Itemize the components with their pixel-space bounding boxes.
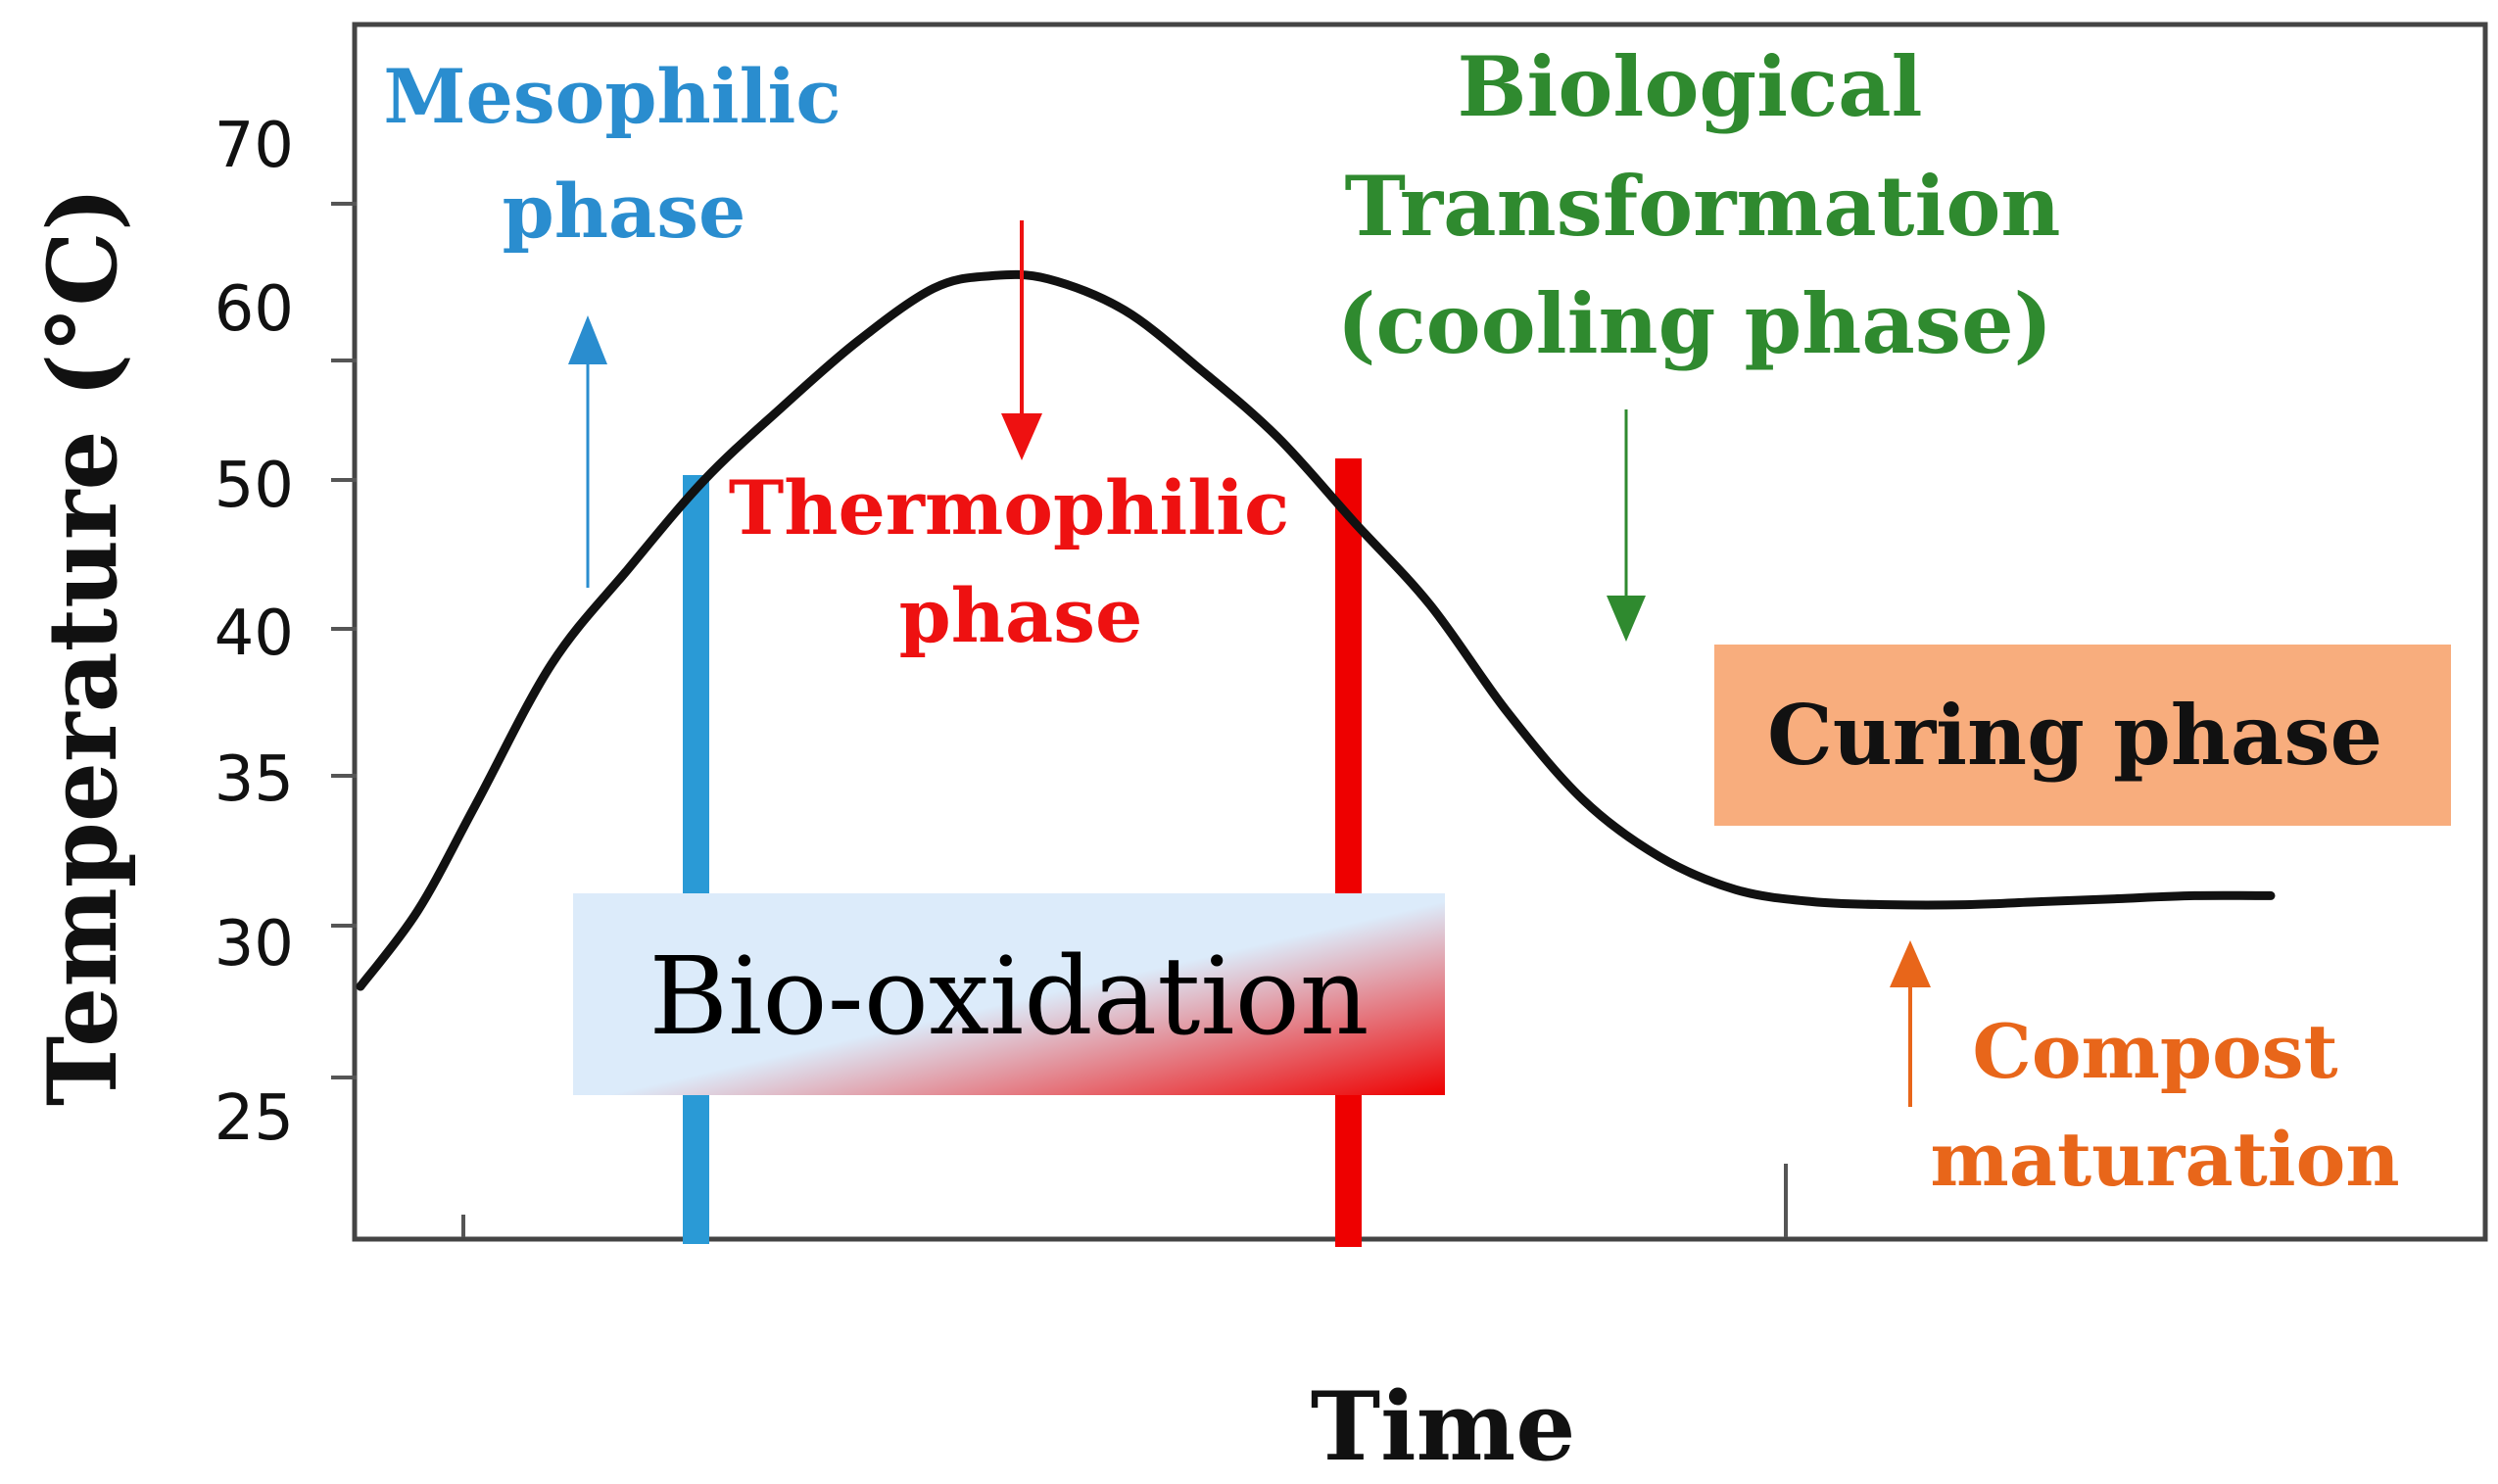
compost-label-line2: maturation [1930, 1116, 2399, 1203]
curing-phase-label: Curing phase [1767, 687, 2382, 784]
mesophilic-boundary-bar [683, 475, 709, 1244]
mesophilic-label-line1: Mesophilic [383, 53, 841, 140]
y-axis-title: Temperature (°C) [27, 187, 138, 1107]
cooling-arrow-head [1607, 596, 1646, 642]
compost-label-line1: Compost [1972, 1008, 2337, 1095]
biological-label-line2: Transformation [1345, 158, 2061, 255]
thermophilic-label-line2: phase [899, 572, 1143, 659]
bio-oxidation-box [573, 893, 1445, 1095]
y-axis-labels: 70 60 50 40 35 30 25 [215, 110, 294, 1155]
biological-label-line3: (cooling phase) [1337, 275, 2053, 372]
curing-phase-box [1714, 645, 2451, 826]
y-tick-label: 30 [215, 908, 294, 981]
mesophilic-arrow-head [568, 315, 607, 364]
thermophilic-boundary-bar [1335, 458, 1362, 1247]
y-tick-label: 40 [215, 598, 294, 670]
y-tick-label: 50 [215, 450, 294, 522]
y-axis-ticks [331, 202, 357, 1079]
y-tick-label: 25 [215, 1082, 294, 1155]
mesophilic-label-line2: phase [503, 168, 746, 255]
temperature-curve [356, 269, 2276, 991]
plot-frame [352, 22, 2488, 1242]
y-tick-label: 35 [215, 743, 294, 816]
thermophilic-arrow-head [1001, 413, 1042, 460]
biological-label-line1: Biological [1457, 38, 1922, 135]
bio-oxidation-label: Bio-oxidation [649, 933, 1369, 1059]
y-tick-label: 60 [215, 273, 294, 346]
thermophilic-label-line1: Thermophilic [729, 464, 1290, 551]
y-tick-label: 70 [215, 110, 294, 182]
x-axis-title: Time [1311, 1371, 1576, 1482]
compost-arrow-head [1890, 940, 1931, 987]
